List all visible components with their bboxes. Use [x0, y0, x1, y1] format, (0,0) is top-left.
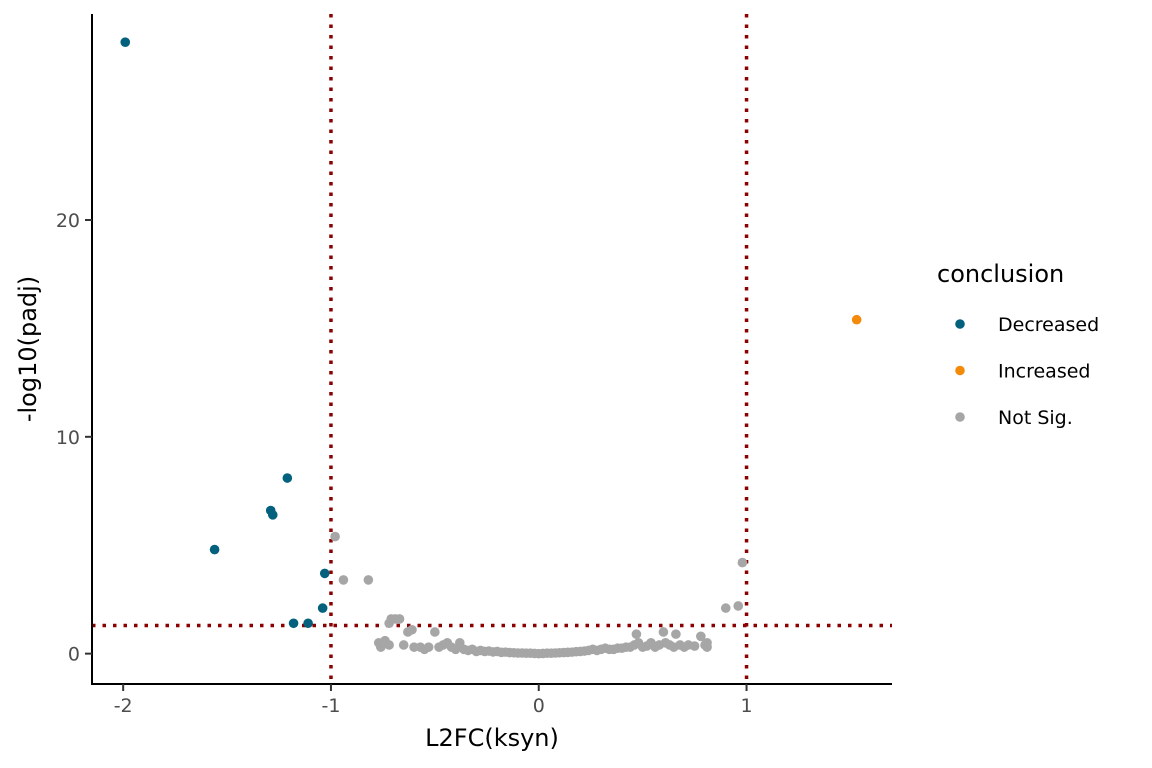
y-tick-label: 20	[56, 210, 80, 232]
x-tick-label: 1	[740, 695, 752, 717]
point-not-sig	[376, 642, 386, 652]
point-not-sig	[658, 627, 669, 637]
point-not-sig	[430, 627, 440, 637]
x-tick-label: -1	[321, 695, 340, 717]
point-not-sig	[398, 640, 409, 650]
point-increased	[851, 314, 862, 325]
legend-title: conclusion	[937, 260, 1064, 288]
point-decreased	[317, 603, 328, 613]
point-not-sig	[631, 629, 642, 639]
x-tick-label: 0	[533, 695, 545, 717]
point-decreased	[319, 568, 330, 579]
point-not-sig	[689, 641, 700, 651]
legend-key-increased	[955, 365, 965, 376]
point-not-sig	[737, 557, 748, 568]
point-not-sig	[423, 642, 434, 652]
point-not-sig	[733, 601, 744, 611]
legend-key-decreased	[955, 319, 965, 329]
x-ticks: -2 -1 0 1	[114, 684, 753, 717]
point-decreased	[282, 473, 293, 483]
point-not-sig	[407, 624, 417, 635]
threshold-lines	[92, 14, 892, 684]
point-decreased	[120, 37, 131, 47]
data-points	[120, 37, 862, 659]
x-axis-title: L2FC(ksyn)	[425, 724, 559, 752]
y-tick-label: 10	[56, 427, 80, 449]
point-decreased	[209, 544, 220, 555]
x-tick-label: -2	[114, 695, 133, 717]
legend-label-not-sig: Not Sig.	[998, 407, 1073, 429]
point-not-sig	[702, 642, 712, 652]
legend-key-not-sig	[955, 412, 965, 422]
y-axis-title: -log10(padj)	[14, 276, 42, 422]
point-not-sig	[671, 629, 681, 639]
point-decreased	[303, 618, 313, 629]
point-decreased	[267, 510, 278, 520]
legend-label-decreased: Decreased	[998, 314, 1099, 336]
point-decreased	[288, 618, 299, 629]
axes	[91, 14, 892, 685]
y-tick-label: 0	[68, 644, 80, 666]
point-not-sig	[696, 631, 706, 642]
legend-label-increased: Increased	[998, 361, 1090, 383]
point-not-sig	[363, 575, 374, 585]
point-not-sig	[720, 603, 731, 613]
point-not-sig	[394, 614, 405, 624]
point-not-sig	[330, 531, 340, 542]
point-not-sig	[338, 575, 349, 585]
legend: conclusion Decreased Increased Not Sig.	[937, 260, 1099, 429]
y-ticks: 0 10 20	[56, 210, 92, 666]
point-not-sig	[384, 640, 394, 650]
